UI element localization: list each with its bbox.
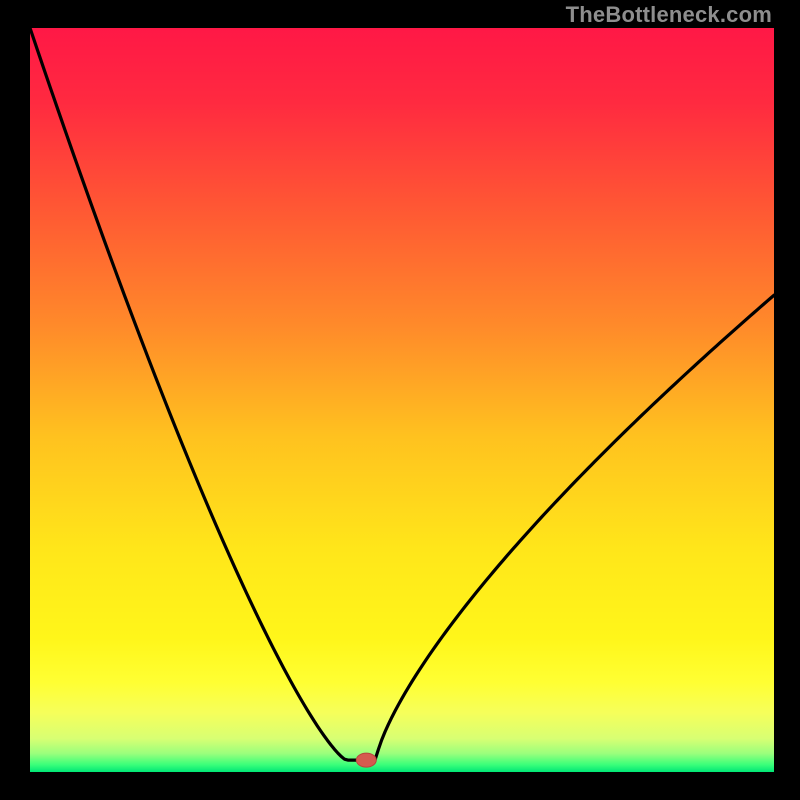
plot-area [30, 28, 774, 772]
bottleneck-curve [30, 28, 774, 772]
watermark-text: TheBottleneck.com [566, 2, 772, 28]
minimum-marker [356, 753, 376, 767]
